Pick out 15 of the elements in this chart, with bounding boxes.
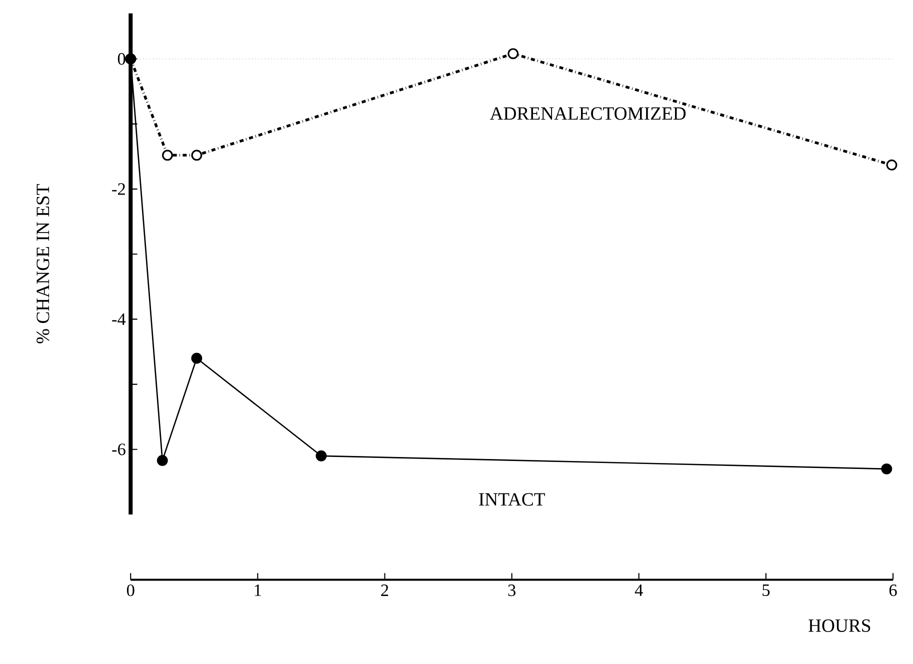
x-tick-label: 1	[254, 584, 261, 596]
y-tick-label: -2	[112, 183, 125, 195]
series-label: INTACT	[479, 493, 545, 506]
y-tick-label: -6	[112, 444, 126, 456]
x-tick-label: 4	[634, 584, 643, 596]
y-axis-title: % CHANGE IN EST	[36, 184, 50, 344]
y-tick-label: 0	[118, 53, 126, 65]
x-tick-label: 3	[508, 584, 516, 596]
x-tick-label: 0	[126, 584, 134, 596]
x-tick-label: 6	[889, 584, 897, 596]
series-label: ADRENALECTOMIZED	[490, 107, 686, 120]
x-tick-label: 2	[381, 584, 388, 596]
x-tick-label: 5	[762, 584, 770, 596]
x-axis-title: HOURS	[808, 620, 870, 632]
y-tick-label: -4	[112, 314, 126, 326]
